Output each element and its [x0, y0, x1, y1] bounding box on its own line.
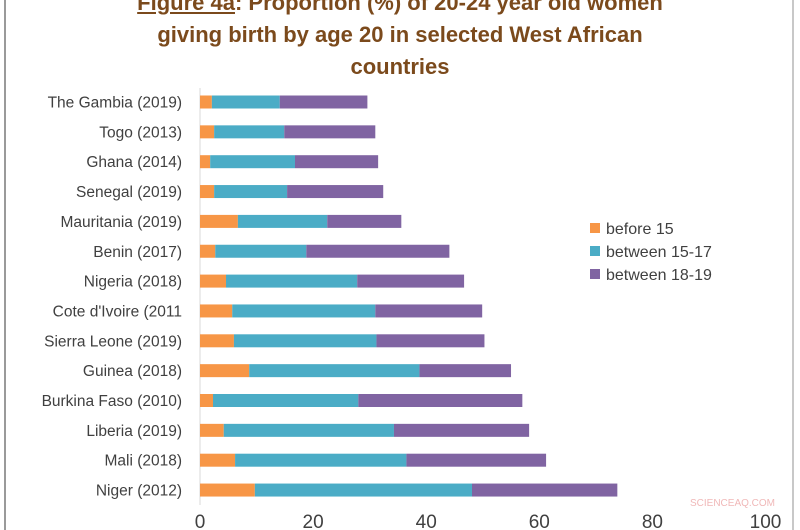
category-label: Guinea (2018) [83, 363, 182, 380]
chart-title-line-3: countries [350, 54, 450, 79]
bar-segment-between-18-19 [393, 423, 530, 437]
chart-title-line-2: giving birth by age 20 in selected West … [157, 22, 643, 47]
bar-segment-between-15-17 [237, 214, 328, 228]
bar-segment-between-15-17 [226, 274, 358, 288]
bar-segment-between-18-19 [472, 483, 618, 497]
bar-segment-between-18-19 [327, 214, 402, 228]
bar-segment-between-15-17 [233, 334, 377, 348]
bar-segment-between-15-17 [235, 453, 407, 467]
bar-segment-between-18-19 [375, 304, 483, 318]
category-label: Burkina Faso (2010) [42, 393, 182, 410]
category-label: Mali (2018) [104, 453, 182, 470]
bar-segment-between-18-19 [284, 125, 376, 139]
bar-segment-between-15-17 [232, 304, 376, 318]
bar-segment-between-15-17 [214, 185, 288, 199]
right-border [792, 0, 794, 530]
figure-label: Figure 4a [137, 0, 235, 15]
x-tick-label: 40 [416, 512, 437, 530]
bar-segment-between-18-19 [406, 453, 547, 467]
bar-segment-between-18-19 [376, 334, 485, 348]
bar-segment-between-15-17 [223, 423, 394, 437]
title-text: : Proportion (%) of 20-24 year old women [234, 0, 663, 15]
bar-segment-between-18-19 [357, 274, 465, 288]
bar-segment-before-15 [200, 394, 214, 407]
bar-segment-before-15 [200, 304, 233, 318]
left-border [4, 0, 6, 530]
bar-segment-between-15-17 [211, 95, 280, 109]
category-label: Nigeria (2018) [84, 274, 182, 291]
legend-swatch [590, 223, 600, 233]
chart-title-line-1: Figure 4a: Proportion (%) of 20-24 year … [0, 0, 800, 18]
bar-segment-between-15-17 [213, 394, 359, 407]
x-tick-label: 60 [529, 512, 550, 530]
bar-segment-before-15 [200, 274, 227, 288]
category-label: The Gambia (2019) [48, 95, 182, 112]
x-tick-label: 100 [750, 512, 782, 530]
bar-segment-before-15 [200, 364, 250, 378]
bar-segment-before-15 [200, 125, 215, 139]
x-tick-label: 20 [303, 512, 324, 530]
bar-segment-between-15-17 [214, 125, 285, 139]
legend-label: between 15-17 [606, 244, 712, 261]
category-label: Mauritania (2019) [61, 214, 182, 231]
category-label: Benin (2017) [93, 244, 182, 261]
bar-segment-between-18-19 [295, 155, 379, 169]
category-label: Ghana (2014) [86, 154, 182, 171]
bar-segment-between-15-17 [210, 155, 296, 169]
bar-segment-before-15 [200, 483, 255, 497]
bar-segment-before-15 [200, 155, 211, 169]
category-label: Togo (2013) [99, 124, 182, 141]
bar-segment-before-15 [200, 244, 216, 258]
category-label: Sierra Leone (2019) [44, 333, 182, 350]
bar-segment-before-15 [200, 95, 212, 109]
legend-label: before 15 [606, 221, 674, 238]
bar-segment-before-15 [200, 334, 234, 348]
category-label: Cote d'Ivoire (2011 [53, 303, 182, 320]
x-tick-label: 0 [195, 512, 206, 530]
category-label: Liberia (2019) [86, 423, 182, 440]
bar-segment-before-15 [200, 423, 224, 437]
bar-segment-between-18-19 [306, 244, 450, 258]
bar-segment-before-15 [200, 185, 215, 199]
bar-segment-between-15-17 [215, 244, 307, 258]
watermark: SCIENCEAQ.COM [690, 498, 775, 509]
bar-segment-between-18-19 [287, 185, 384, 199]
bar-segment-before-15 [200, 214, 238, 228]
bar-segment-between-15-17 [254, 483, 473, 497]
legend-swatch [590, 269, 600, 279]
bar-segment-between-18-19 [358, 394, 523, 407]
bar-segment-between-15-17 [249, 364, 420, 378]
category-label: Senegal (2019) [76, 184, 182, 201]
legend-label: between 18-19 [606, 267, 712, 284]
x-tick-label: 80 [642, 512, 663, 530]
category-label: Niger (2012) [96, 483, 182, 500]
bar-segment-between-18-19 [279, 95, 368, 109]
legend-swatch [590, 246, 600, 256]
bar-segment-between-18-19 [419, 364, 512, 378]
bar-segment-before-15 [200, 453, 236, 467]
